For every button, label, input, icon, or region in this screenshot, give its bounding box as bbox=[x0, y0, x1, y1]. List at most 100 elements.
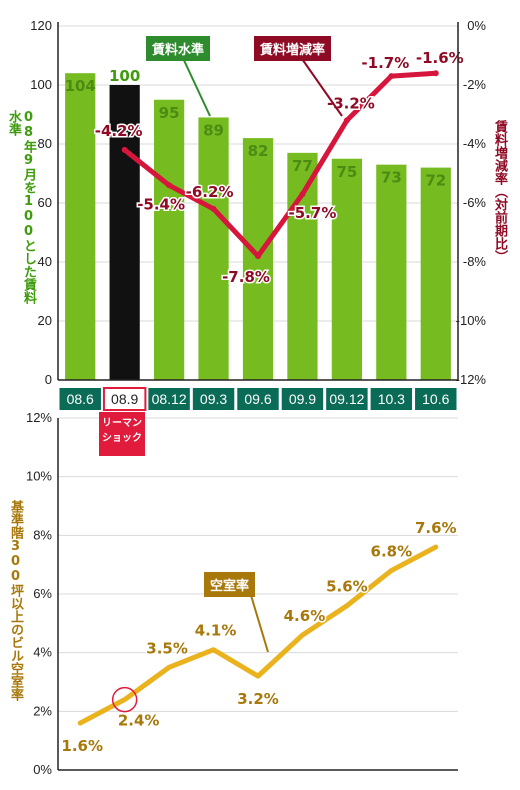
vacancy-value-label: 2.4% bbox=[118, 712, 160, 730]
rent-level-axis-title: 08年9月を100とした賃料水準 bbox=[6, 110, 36, 304]
rent-change-value-label: -4.2% bbox=[95, 122, 143, 140]
top-left-tick-label: 20 bbox=[38, 313, 52, 328]
bottom-tick-label: 0% bbox=[33, 762, 52, 777]
top-right-tick-label: -8% bbox=[463, 254, 487, 269]
x-category-box bbox=[326, 388, 368, 410]
x-category-box bbox=[148, 388, 190, 410]
rent-bar bbox=[154, 99, 185, 380]
x-category-label: 10.3 bbox=[378, 391, 405, 407]
top-right-tick-label: -4% bbox=[463, 136, 487, 151]
rent-change-point bbox=[121, 146, 128, 153]
rent-change-value-label: -1.7% bbox=[361, 54, 409, 72]
rent-bar bbox=[109, 85, 140, 380]
rent-change-value-label: -5.4% bbox=[137, 195, 185, 213]
bottom-tick-label: 4% bbox=[33, 645, 52, 660]
rent-change-labels: -4.2% -5.4%-6.2% -7.8% -5.7% -3.2% -1.7% -1.6% bbox=[93, 48, 465, 288]
x-category-box bbox=[415, 388, 457, 410]
top-left-tick-label: 100 bbox=[30, 77, 52, 92]
vacancy-callout-pointer bbox=[249, 591, 269, 653]
rent-bar-value-label: 77 bbox=[292, 157, 313, 175]
rent-change-point bbox=[299, 191, 306, 198]
rent-bar bbox=[420, 167, 451, 380]
rent-change-point bbox=[388, 73, 395, 80]
top-left-tick-label: 40 bbox=[38, 254, 52, 269]
rent-bar-value-label: 75 bbox=[336, 163, 357, 181]
vacancy-value-label: 3.5% bbox=[146, 639, 188, 657]
rent-change-value-label: -5.7% bbox=[289, 204, 337, 222]
x-category-label: 09.9 bbox=[289, 391, 316, 407]
rent-bar-value-label: 89 bbox=[203, 121, 224, 139]
top-left-tick-label: 0 bbox=[45, 372, 52, 387]
rent-change-callout: 賃料増減率 bbox=[254, 36, 332, 61]
rent-change-value-label: -6.2% bbox=[186, 183, 234, 201]
x-category-box bbox=[102, 387, 147, 411]
x-category-label: 09.3 bbox=[200, 391, 227, 407]
vacancy-callout: 空室率 bbox=[204, 572, 256, 597]
rent-level-callout: 賃料水準 bbox=[146, 36, 211, 61]
rent-bar bbox=[287, 152, 318, 380]
vacancy-value-label: 5.6% bbox=[326, 578, 368, 596]
x-category-box bbox=[370, 388, 413, 410]
rent-bar-value-label: 73 bbox=[381, 169, 402, 187]
vacancy-value-label: 4.1% bbox=[195, 622, 237, 640]
lehman-marker-circle bbox=[111, 686, 138, 713]
x-category-label: 09.6 bbox=[244, 391, 271, 407]
top-axes bbox=[57, 22, 459, 381]
lehman-shock-label: リーマンショック bbox=[99, 412, 145, 456]
rent-change-point bbox=[255, 253, 261, 260]
vacancy-axis-title: 基準階300坪以上のビル空室率 bbox=[8, 500, 23, 701]
vacancy-labels: 1.6% 2.4% 3.5% 4.1% 3.2% 4.6%5.6%6.8%7.6% bbox=[60, 518, 458, 757]
bottom-tick-label: 2% bbox=[33, 703, 52, 718]
x-category-box bbox=[192, 388, 235, 410]
rent-change-value-label: -3.2% bbox=[327, 94, 375, 112]
rent-change-point bbox=[343, 117, 350, 124]
rent-change-series-line bbox=[122, 70, 439, 259]
vacancy-value-label: 6.8% bbox=[371, 543, 413, 561]
rent-change-point bbox=[432, 70, 439, 77]
bottom-tick-label: 12% bbox=[26, 410, 52, 425]
rent-bar-value-label: 104 bbox=[65, 77, 96, 95]
x-category-label: 10.6 bbox=[422, 391, 449, 407]
rent-bar-value-label: 82 bbox=[248, 142, 269, 160]
bottom-axes bbox=[57, 418, 458, 771]
rent-bars bbox=[65, 73, 451, 380]
rent-change-value-label: -1.6% bbox=[416, 49, 464, 67]
top-left-tick-label: 80 bbox=[38, 136, 52, 151]
rent-level-callout-pointer bbox=[181, 55, 211, 117]
x-category-box bbox=[281, 388, 324, 410]
rent-bar-labels: 104 100 95 89 82 77 75 73 72 bbox=[65, 67, 447, 190]
vacancy-value-label: 1.6% bbox=[61, 737, 103, 755]
vacancy-value-label: 4.6% bbox=[284, 607, 326, 625]
rent-bar bbox=[65, 73, 96, 380]
x-category-box bbox=[237, 388, 279, 410]
rent-bar-value-label: 95 bbox=[159, 104, 180, 122]
rent-bar bbox=[198, 117, 229, 380]
top-right-tick-label: -2% bbox=[463, 77, 487, 92]
bottom-grid: 0% 2% 4% 6% 8% 10% 12% bbox=[26, 410, 458, 777]
x-category-label: 08.9 bbox=[111, 391, 138, 407]
top-right-tick-label: -12% bbox=[456, 372, 487, 387]
rent-change-line bbox=[121, 70, 439, 260]
rent-change-axis-title: 賃料増減率（対前期比） bbox=[492, 120, 507, 263]
x-axis-category-boxes: 08.6 08.9 08.12 09.3 09.6 09.9 09.12 10.3 10.6 bbox=[59, 387, 457, 411]
top-left-tick-label: 120 bbox=[30, 18, 52, 33]
rent-bar-value-label: 100 bbox=[109, 67, 140, 85]
top-right-tick-label: -6% bbox=[463, 195, 487, 210]
x-category-label: 08.6 bbox=[67, 391, 94, 407]
top-right-tick-label: -10% bbox=[456, 313, 487, 328]
rent-change-value-label: -7.8% bbox=[222, 268, 270, 286]
bottom-tick-label: 6% bbox=[33, 586, 52, 601]
rent-bar bbox=[331, 158, 362, 380]
vacancy-value-label: 7.6% bbox=[415, 519, 457, 537]
vacancy-series-line bbox=[77, 544, 439, 726]
bottom-tick-label: 10% bbox=[26, 469, 52, 484]
top-right-tick-label: 0% bbox=[467, 18, 486, 33]
rent-change-point bbox=[210, 205, 217, 212]
x-category-box bbox=[59, 388, 101, 410]
rent-change-callout-pointer bbox=[299, 55, 343, 117]
vacancy-value-label: 3.2% bbox=[237, 690, 279, 708]
top-left-tick-label: 60 bbox=[38, 195, 52, 210]
rent-bar-value-label: 72 bbox=[425, 172, 446, 190]
x-category-label: 08.12 bbox=[152, 391, 187, 407]
